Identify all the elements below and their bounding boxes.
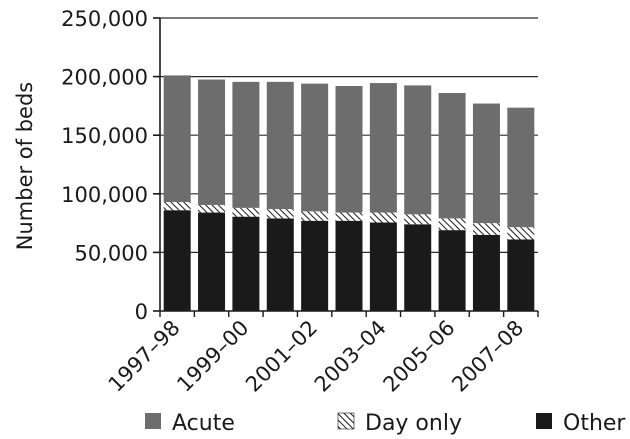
bar-other-1 (198, 212, 226, 311)
legend-label-acute: Acute (172, 411, 235, 436)
bar-acute-2 (232, 81, 260, 208)
y-tick-label-2: 100,000 (61, 183, 148, 207)
legend-label-other: Other (563, 411, 626, 436)
bar-day-only-8 (438, 218, 466, 231)
y-tick-label-3: 150,000 (61, 124, 148, 148)
bar-day-only-0 (163, 202, 191, 211)
bar-day-only-5 (335, 212, 363, 221)
x-tick-labels: 1997–981999–002001–022003–042005–062007–… (104, 316, 529, 397)
x-tick-label-8: 2005–06 (379, 316, 460, 397)
x-tick-label-10: 2007–08 (447, 316, 528, 397)
bar-other-0 (163, 210, 191, 311)
bar-day-only-2 (232, 207, 260, 217)
bars (163, 75, 535, 311)
bar-day-only-4 (301, 211, 329, 221)
bar-day-only-6 (369, 212, 397, 223)
bar-acute-9 (472, 103, 500, 224)
bar-acute-1 (198, 79, 226, 205)
legend: Acute Day only Other (145, 411, 626, 436)
bar-other-9 (472, 234, 500, 311)
bar-acute-8 (438, 93, 466, 219)
bar-acute-10 (507, 107, 535, 228)
bar-day-only-1 (198, 204, 226, 213)
bar-day-only-7 (404, 214, 432, 225)
y-tick-label-5: 250,000 (61, 7, 148, 31)
y-tick-label-0: 0 (135, 300, 148, 324)
y-tick-label-1: 50,000 (75, 241, 148, 265)
bar-acute-3 (266, 81, 294, 210)
legend-label-day-only: Day only (365, 411, 462, 436)
bar-other-10 (507, 239, 535, 311)
bar-day-only-9 (472, 223, 500, 235)
bar-acute-6 (369, 83, 397, 213)
x-tick-label-0: 1997–98 (104, 316, 185, 397)
axes (153, 17, 539, 317)
bar-other-4 (301, 220, 329, 311)
bar-acute-4 (301, 83, 329, 212)
bar-acute-0 (163, 75, 191, 203)
legend-swatch-other (536, 413, 552, 429)
x-tick-label-6: 2003–04 (310, 316, 391, 397)
y-tick-labels: 0 50,000 100,000 150,000 200,000 250,000 (61, 7, 148, 324)
legend-swatch-acute (145, 413, 161, 429)
bar-other-3 (266, 218, 294, 311)
bar-other-2 (232, 216, 260, 311)
bar-other-5 (335, 220, 363, 311)
x-tick-label-2: 1999–00 (172, 316, 253, 397)
bar-acute-5 (335, 85, 363, 213)
y-axis-title: Number of beds (13, 82, 37, 250)
bar-day-only-10 (507, 227, 535, 240)
bar-other-6 (369, 222, 397, 311)
legend-swatch-day-only (337, 412, 355, 430)
bar-acute-7 (404, 85, 432, 215)
bar-other-7 (404, 224, 432, 311)
x-tick-label-4: 2001–02 (241, 316, 322, 397)
bar-other-8 (438, 230, 466, 311)
bar-day-only-3 (266, 209, 294, 219)
y-tick-label-4: 200,000 (61, 66, 148, 90)
